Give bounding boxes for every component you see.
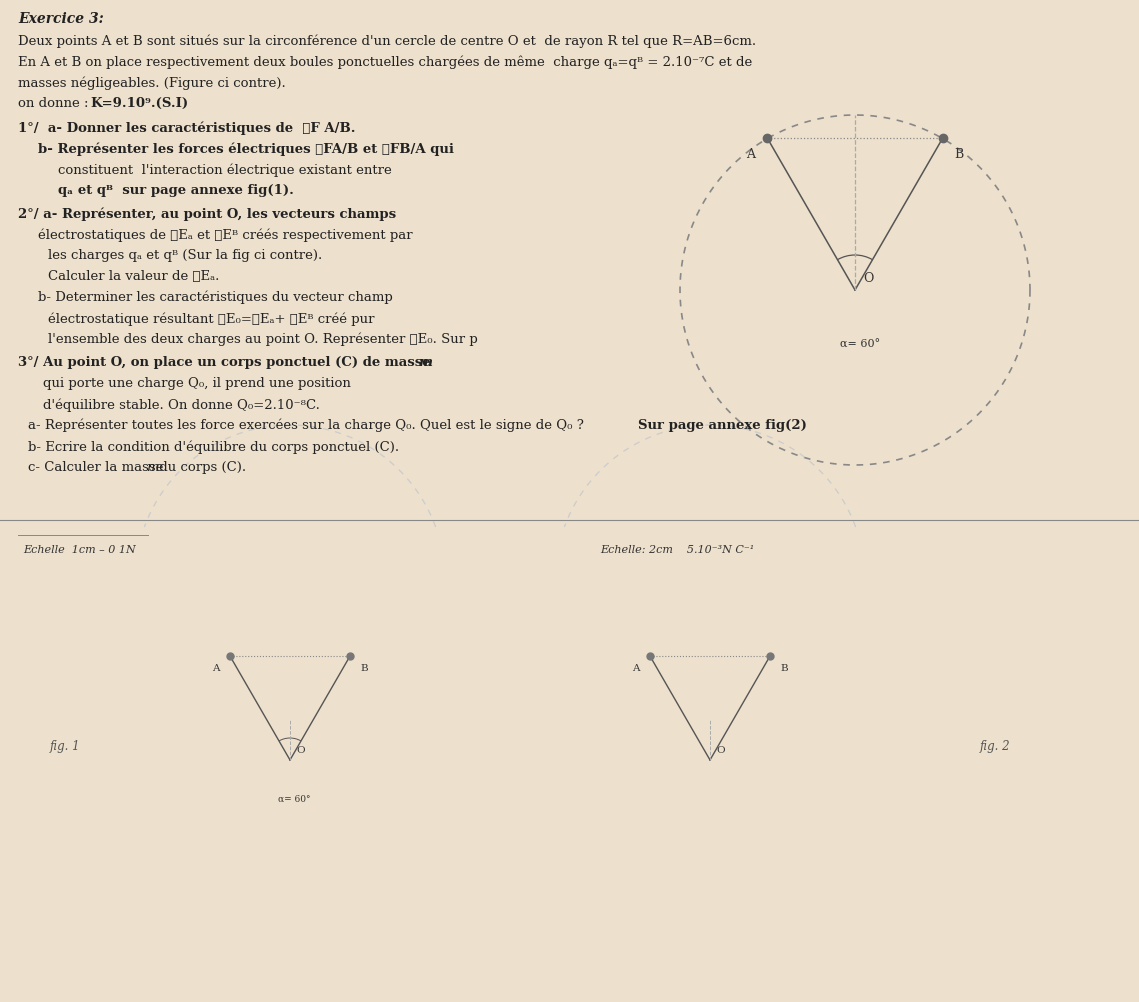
Text: Exercice 3:: Exercice 3: xyxy=(18,12,104,26)
Text: A: A xyxy=(213,664,220,673)
Text: on donne :: on donne : xyxy=(18,97,92,110)
Text: B: B xyxy=(954,148,964,161)
Text: d'équilibre stable. On donne Q₀=2.10⁻⁸C.: d'équilibre stable. On donne Q₀=2.10⁻⁸C. xyxy=(43,398,320,412)
Text: c- Calculer la masse: c- Calculer la masse xyxy=(28,461,167,474)
Text: masses négligeables. (Figure ci contre).: masses négligeables. (Figure ci contre). xyxy=(18,76,286,89)
Text: fig. 2: fig. 2 xyxy=(980,740,1010,753)
Text: électrostatiques de ⃗Eₐ et ⃗Eᴮ créés respectivement par: électrostatiques de ⃗Eₐ et ⃗Eᴮ créés res… xyxy=(38,228,412,241)
Text: constituent  l'interaction électrique existant entre: constituent l'interaction électrique exi… xyxy=(58,163,392,176)
Text: O: O xyxy=(863,272,874,285)
Text: 3°/ Au point O, on place un corps ponctuel (C) de masse: 3°/ Au point O, on place un corps ponctu… xyxy=(18,356,435,369)
Text: O: O xyxy=(716,746,724,755)
Text: m: m xyxy=(418,356,432,369)
Text: K=9.10⁹.(S.I): K=9.10⁹.(S.I) xyxy=(90,97,188,110)
Text: O: O xyxy=(296,746,304,755)
Text: qui porte une charge Q₀, il prend une position: qui porte une charge Q₀, il prend une po… xyxy=(43,377,351,390)
Text: m: m xyxy=(146,461,158,474)
Text: électrostatique résultant ⃗E₀=⃗Eₐ+ ⃗Eᴮ créé pur: électrostatique résultant ⃗E₀=⃗Eₐ+ ⃗Eᴮ c… xyxy=(48,312,375,326)
Text: α= 60°: α= 60° xyxy=(278,795,310,804)
Text: Deux points A et B sont situés sur la circonférence d'un cercle de centre O et  : Deux points A et B sont situés sur la ci… xyxy=(18,34,756,47)
Text: En A et B on place respectivement deux boules ponctuelles chargées de même  char: En A et B on place respectivement deux b… xyxy=(18,55,752,68)
Text: 1°/  a- Donner les caractéristiques de  ⃗F A/B.: 1°/ a- Donner les caractéristiques de ⃗F… xyxy=(18,121,355,134)
Text: 2°/ a- Représenter, au point O, les vecteurs champs: 2°/ a- Représenter, au point O, les vect… xyxy=(18,207,396,220)
Text: Calculer la valeur de ⃗Eₐ.: Calculer la valeur de ⃗Eₐ. xyxy=(48,270,220,283)
Text: Sur page annexe fig(2): Sur page annexe fig(2) xyxy=(638,419,806,432)
Text: b- Représenter les forces électriques ⃗FA/B et ⃗FB/A qui: b- Représenter les forces électriques ⃗F… xyxy=(38,142,454,155)
Text: b- Determiner les caractéristiques du vecteur champ: b- Determiner les caractéristiques du ve… xyxy=(38,291,393,305)
Text: a- Représenter toutes les force exercées sur la charge Q₀. Quel est le signe de : a- Représenter toutes les force exercées… xyxy=(28,419,588,433)
Text: l'ensemble des deux charges au point O. Représenter ⃗E₀. Sur p: l'ensemble des deux charges au point O. … xyxy=(48,333,477,347)
Text: Echelle: 2cm    5.10⁻³N C⁻¹: Echelle: 2cm 5.10⁻³N C⁻¹ xyxy=(600,545,754,555)
Text: b- Ecrire la condition d'équilibre du corps ponctuel (C).: b- Ecrire la condition d'équilibre du co… xyxy=(28,440,399,454)
Text: α= 60°: α= 60° xyxy=(839,340,880,350)
Text: qₐ et qᴮ  sur page annexe fig(1).: qₐ et qᴮ sur page annexe fig(1). xyxy=(58,184,294,197)
Text: les charges qₐ et qᴮ (Sur la fig ci contre).: les charges qₐ et qᴮ (Sur la fig ci cont… xyxy=(48,249,322,262)
Text: A: A xyxy=(632,664,640,673)
Text: fig. 1: fig. 1 xyxy=(50,740,81,753)
Text: B: B xyxy=(780,664,788,673)
Text: Echelle  1cm – 0 1N: Echelle 1cm – 0 1N xyxy=(23,545,136,555)
Text: B: B xyxy=(360,664,368,673)
Text: A: A xyxy=(746,148,755,161)
Text: du corps (C).: du corps (C). xyxy=(155,461,246,474)
